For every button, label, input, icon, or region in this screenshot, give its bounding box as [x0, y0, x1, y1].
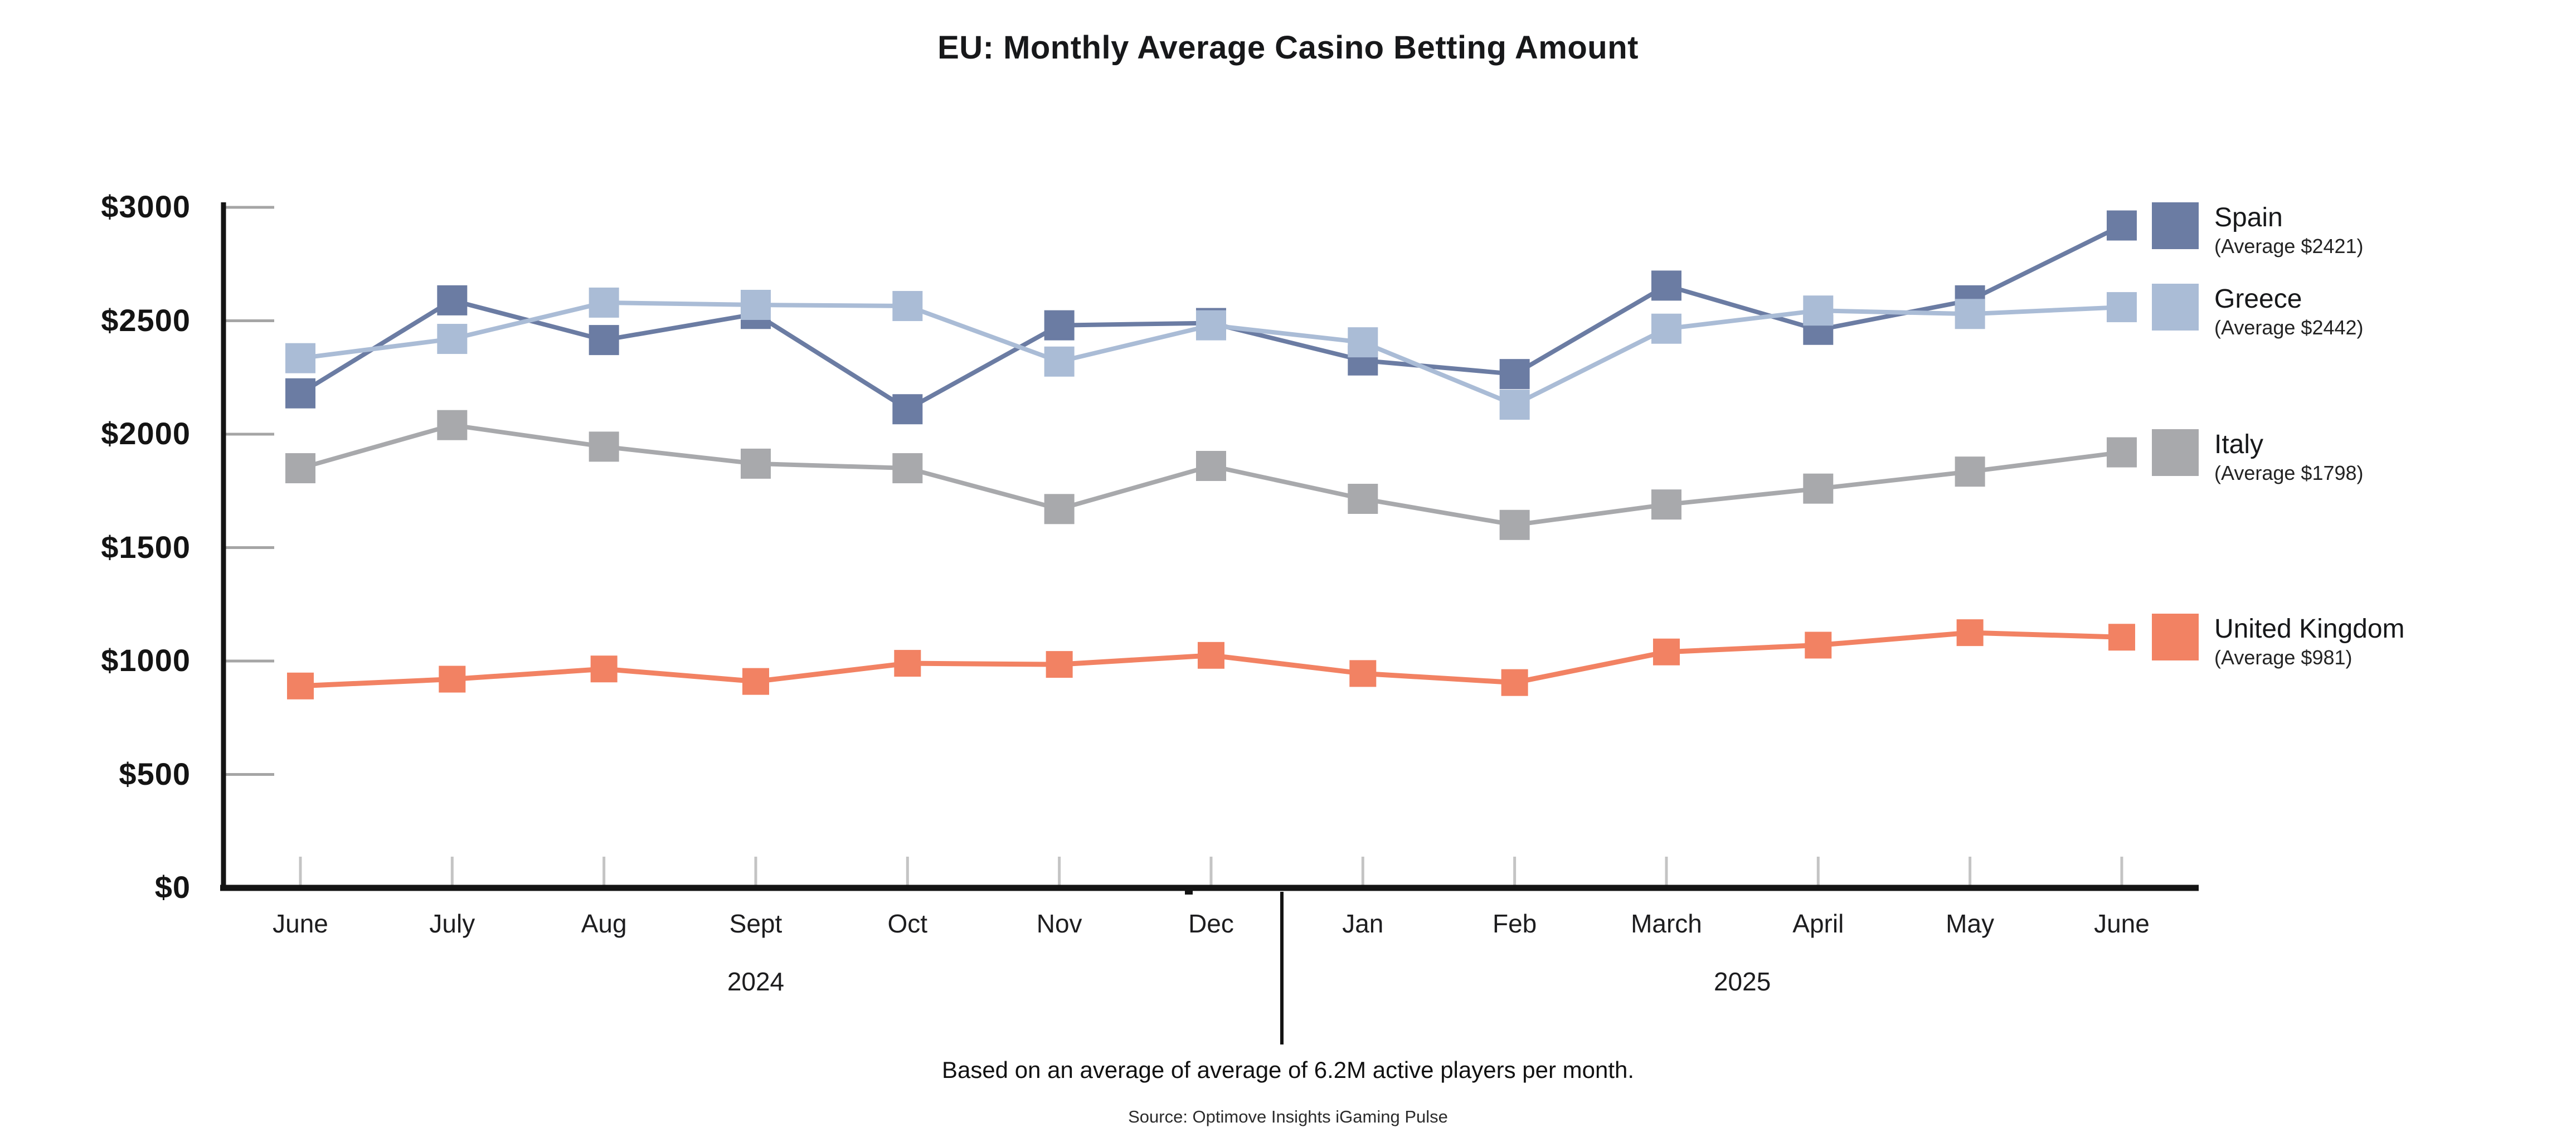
y-tick-label: $3000	[101, 189, 191, 224]
data-point-italy	[1955, 456, 1985, 487]
data-point-greece	[1195, 310, 1226, 341]
data-point-spain	[892, 394, 923, 425]
data-point-uk	[1805, 631, 1832, 659]
year-label-2025: 2025	[1713, 967, 1771, 996]
x-tick-label: March	[1631, 909, 1702, 938]
data-point-uk	[1197, 642, 1224, 669]
y-tick-label: $500	[119, 756, 191, 791]
data-point-italy	[285, 453, 315, 484]
x-tick-label: Nov	[1036, 909, 1082, 938]
data-point-greece	[1955, 299, 1985, 329]
data-point-greece	[1499, 390, 1530, 420]
x-tick-label: Oct	[887, 909, 928, 938]
data-point-italy	[1499, 509, 1530, 540]
x-tick-label: Aug	[581, 909, 627, 938]
data-point-italy	[1803, 473, 1834, 504]
data-point-italy	[1348, 483, 1378, 514]
data-point-greece	[285, 343, 315, 373]
footnote: Based on an average of average of 6.2M a…	[941, 1057, 1635, 1083]
data-point-spain	[1044, 310, 1075, 341]
data-point-italy	[1195, 450, 1226, 481]
data-point-uk	[894, 650, 921, 677]
data-point-greece	[1044, 346, 1075, 377]
y-tick-label: $2000	[101, 416, 191, 451]
x-tick-label: June	[2094, 909, 2150, 938]
data-point-spain	[437, 285, 468, 315]
data-point-spain	[2106, 210, 2137, 241]
y-tick-label: $1000	[101, 643, 191, 678]
data-point-spain	[1499, 359, 1530, 390]
data-point-uk	[1652, 638, 1680, 665]
data-point-greece	[1348, 327, 1378, 358]
x-tick-label: May	[1946, 909, 1995, 938]
data-point-spain	[589, 325, 619, 356]
data-point-italy	[1651, 489, 1681, 520]
data-point-uk	[742, 668, 769, 695]
data-point-uk	[590, 655, 618, 683]
data-point-greece	[437, 324, 468, 354]
series-italy	[285, 410, 2137, 540]
data-point-uk	[1349, 660, 1377, 687]
year-label-2024: 2024	[727, 967, 785, 996]
data-point-italy	[2106, 437, 2137, 468]
data-point-greece	[892, 291, 923, 322]
data-point-greece	[589, 287, 619, 318]
data-point-spain	[1651, 270, 1681, 301]
data-point-italy	[892, 453, 923, 484]
data-point-italy	[589, 431, 619, 462]
data-point-greece	[2106, 292, 2137, 323]
chart-title: EU: Monthly Average Casino Betting Amoun…	[937, 30, 1639, 66]
data-point-uk	[1046, 651, 1073, 678]
data-point-uk	[439, 665, 466, 693]
y-tick-label: $0	[154, 869, 191, 905]
data-point-greece	[1803, 295, 1834, 326]
data-point-spain	[285, 378, 315, 409]
x-tick-label: April	[1792, 909, 1844, 938]
data-point-uk	[1501, 669, 1528, 696]
x-tick-label: Sept	[729, 909, 782, 938]
data-point-italy	[437, 410, 468, 440]
data-point-uk	[2108, 624, 2135, 651]
data-point-greece	[1651, 313, 1681, 344]
series-greece	[285, 287, 2137, 420]
source-note: Source: Optimove Insights iGaming Pulse	[1128, 1107, 1448, 1126]
data-point-uk	[287, 672, 314, 699]
x-tick-label: Jan	[1342, 909, 1384, 938]
data-point-italy	[740, 448, 771, 479]
stray-dash	[1185, 891, 1193, 895]
x-tick-label: June	[273, 909, 328, 938]
series-uk	[287, 619, 2135, 699]
y-tick-label: $2500	[101, 302, 191, 338]
y-tick-label: $1500	[101, 529, 191, 565]
x-tick-label: Dec	[1188, 909, 1234, 938]
data-point-greece	[740, 290, 771, 320]
data-point-uk	[1956, 619, 1984, 647]
data-point-italy	[1044, 494, 1075, 524]
x-tick-label: July	[429, 909, 475, 938]
x-tick-label: Feb	[1492, 909, 1537, 938]
